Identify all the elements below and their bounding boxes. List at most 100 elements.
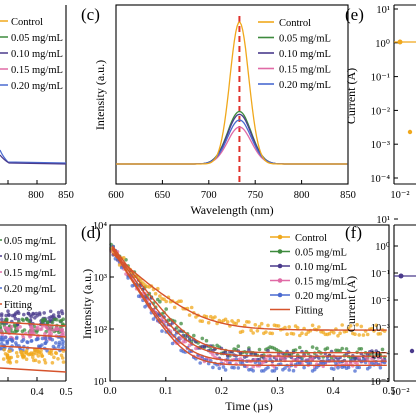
- panel-a-legend-label: 0.10 mg/mL: [11, 49, 63, 60]
- panel-b-data-point: [6, 360, 10, 364]
- panel-c-legend-label: 0.10 mg/mL: [279, 49, 331, 60]
- panel-a-legend: Control 0.05 mg/mL 0.10 mg/mL 0.15 mg/mL…: [0, 17, 63, 92]
- panel-b-data-point: [52, 355, 56, 360]
- panel-b-data-point: [42, 317, 47, 322]
- panel-b-data-point: [53, 351, 58, 355]
- panel-b-data-point: [33, 316, 37, 320]
- panel-b-data-point: [61, 333, 65, 337]
- panel-d-data-point: [158, 294, 162, 298]
- panel-d-fitting-line: [111, 247, 387, 357]
- panel-d-data-point: [206, 320, 211, 325]
- panel-b-data-point: [9, 337, 14, 342]
- panel-b-x-tick-label: 0.5: [59, 387, 72, 398]
- panel-c-legend-label: 0.15 mg/mL: [279, 65, 331, 76]
- panel-d-y-tick-label: 10²: [93, 325, 107, 336]
- panel-b-data-point: [49, 331, 53, 336]
- panel-d-data-point: [344, 361, 349, 366]
- panel-d-data-point: [164, 299, 168, 304]
- panel-d-y-tick-label: 10³: [93, 273, 107, 284]
- panel-d-data-point: [253, 352, 258, 356]
- panel-d-data-point: [332, 330, 336, 335]
- panel-e-y-tick-label: 10¹: [376, 5, 390, 16]
- panel-d-data-point: [225, 320, 230, 324]
- panel-b-legend-label: 0.15 mg/mL: [4, 268, 56, 279]
- panel-a-legend-label: 0.15 mg/mL: [11, 65, 63, 76]
- panel-b-data-point: [1, 357, 6, 361]
- panel-d-x-tick-label: 0.4: [327, 386, 341, 397]
- panel-c-x-tick-label: 650: [155, 190, 171, 201]
- panel-e-x-tick-label: 10⁻²: [390, 190, 409, 201]
- panel-b-data-point: [14, 311, 18, 315]
- panel-b-data-point: [52, 317, 57, 322]
- panel-d-data-point: [376, 356, 381, 360]
- panel-f-data-point: [398, 273, 404, 279]
- panel-b-data-point: [37, 360, 41, 364]
- panel-d-data-point: [287, 368, 292, 372]
- panel-b-data-point: [61, 342, 65, 347]
- panel-c-letter: (c): [81, 5, 100, 24]
- panel-d-data-point: [236, 318, 241, 323]
- panel-d-data-point: [257, 347, 262, 352]
- panel-c-x-tick-label: 800: [294, 190, 310, 201]
- panel-b-fitting-line: [0, 345, 67, 351]
- panel-d-data-point: [344, 347, 349, 351]
- panel-d-data-point: [365, 332, 370, 337]
- panel-d-data-point: [198, 361, 202, 365]
- panel-b-data-point: [5, 318, 9, 322]
- panel-a-legend-label: Control: [11, 17, 43, 28]
- panel-d-data-point: [253, 323, 258, 327]
- panel-c-y-axis-title: Intensity (a.u.): [93, 60, 107, 130]
- panel-d-legend-label: 0.10 mg/mL: [295, 262, 347, 273]
- panel-d-data-point: [317, 325, 321, 329]
- panel-d-data-point: [338, 349, 342, 353]
- panel-d-data-point: [298, 333, 302, 338]
- panel-a-series-line: [0, 149, 67, 164]
- panel-b-data-point: [31, 311, 35, 316]
- panel-b-data-point: [61, 360, 66, 364]
- panel-f-y-axis-title: Current (A): [344, 276, 358, 332]
- panel-d-data-point: [283, 325, 287, 330]
- panel-b-data-point: [13, 316, 18, 321]
- panel-b-fitting-line: [0, 332, 67, 338]
- panel-d-data-point: [353, 332, 357, 337]
- panel-d-data-point: [217, 366, 222, 371]
- panel-d-data-point: [158, 299, 162, 304]
- panel-b-data-point: [24, 348, 29, 353]
- panel-b-data-point: [29, 339, 34, 343]
- panel-c-series-line: [116, 21, 348, 165]
- panel-d-data-point: [211, 365, 215, 370]
- panel-d-data-point: [257, 361, 262, 366]
- panel-d-data-point: [172, 305, 177, 310]
- panel-d-data-point: [236, 366, 241, 370]
- panel-d-data-point: [234, 321, 238, 326]
- panel-d-data-point: [357, 333, 362, 337]
- panel-d-data-point: [315, 346, 319, 351]
- panel-b-fitting-line: [0, 367, 67, 373]
- panel-b-legend-label: 0.20 mg/mL: [4, 284, 56, 295]
- panel-b-data-point: [36, 354, 41, 358]
- panel-b-data-point: [35, 326, 39, 331]
- panel-f-partial: (f) 10¹ 10⁰ 10⁻¹ 10⁻² 10⁻³ 10⁻⁴ 10⁻⁵ 10⁻² Curr…: [344, 215, 416, 398]
- panel-d-data-point: [310, 345, 315, 349]
- panel-b-data-point: [4, 313, 8, 318]
- panel-d-data-point: [251, 369, 255, 373]
- panel-c-x-ticks: 600 650 700 750 800 850: [108, 180, 356, 201]
- panel-f-x-tick-label: 10⁻²: [390, 387, 409, 398]
- panel-d-data-point: [348, 324, 353, 328]
- panel-e-data-point: [397, 39, 403, 45]
- panel-c-x-tick-label: 750: [247, 190, 263, 201]
- panel-d-data-point: [355, 322, 359, 327]
- panel-b-data-point: [3, 335, 8, 340]
- panel-b-data-point: [31, 355, 35, 360]
- panel-d-data-point: [291, 368, 296, 373]
- panel-e-y-tick-label: 10⁻³: [371, 140, 390, 151]
- panel-b-data-point: [15, 354, 20, 359]
- panel-d-data-point: [361, 333, 366, 337]
- panel-b-data-point: [40, 320, 45, 324]
- panel-d-plot-frame: [109, 224, 390, 382]
- panel-b-data-point: [59, 318, 64, 323]
- panel-d-data-point: [291, 332, 296, 336]
- panel-f-y-tick-label: 10⁻²: [371, 296, 390, 307]
- panel-b-data-point: [40, 336, 45, 341]
- panel-d-data-point: [264, 330, 268, 334]
